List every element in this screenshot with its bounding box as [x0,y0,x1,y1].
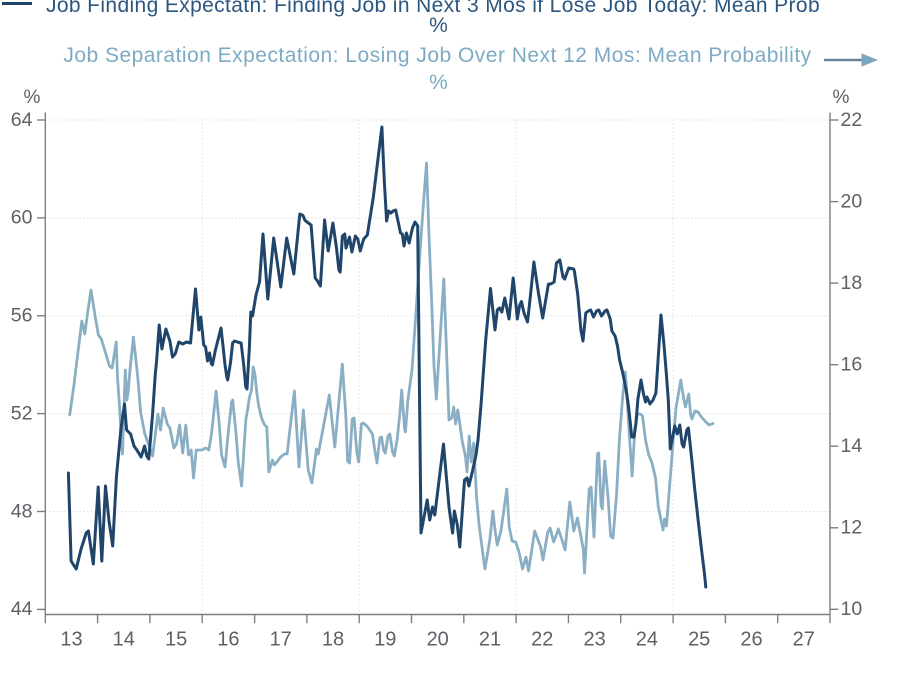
svg-text:14: 14 [113,629,135,651]
svg-text:60: 60 [11,207,33,229]
svg-text:%: % [24,87,41,108]
svg-text:10: 10 [841,598,863,620]
svg-text:15: 15 [165,629,187,651]
svg-text:22: 22 [531,629,553,651]
svg-text:14: 14 [841,435,863,457]
svg-text:Job Finding Expectatn: Finding: Job Finding Expectatn: Finding Job in Ne… [46,0,820,17]
svg-text:24: 24 [636,629,658,651]
svg-text:Job Separation Expectation: Lo: Job Separation Expectation: Losing Job O… [63,44,811,67]
svg-text:27: 27 [793,629,815,651]
svg-text:20: 20 [427,629,449,651]
svg-text:17: 17 [270,629,292,651]
svg-text:%: % [833,87,850,108]
svg-text:20: 20 [841,190,863,212]
svg-text:48: 48 [11,500,33,522]
svg-text:19: 19 [374,629,396,651]
svg-text:%: % [429,71,448,94]
svg-text:18: 18 [322,629,344,651]
svg-text:%: % [429,14,448,37]
svg-text:21: 21 [479,629,501,651]
svg-text:56: 56 [11,305,33,327]
svg-text:13: 13 [60,629,82,651]
svg-text:44: 44 [11,598,33,620]
svg-text:16: 16 [217,629,239,651]
svg-text:22: 22 [841,109,863,131]
svg-text:16: 16 [841,354,863,376]
svg-text:26: 26 [740,629,762,651]
svg-text:64: 64 [11,109,33,131]
svg-text:12: 12 [841,517,863,539]
svg-text:23: 23 [583,629,605,651]
svg-text:18: 18 [841,272,863,294]
svg-text:52: 52 [11,402,33,424]
svg-text:25: 25 [688,629,710,651]
